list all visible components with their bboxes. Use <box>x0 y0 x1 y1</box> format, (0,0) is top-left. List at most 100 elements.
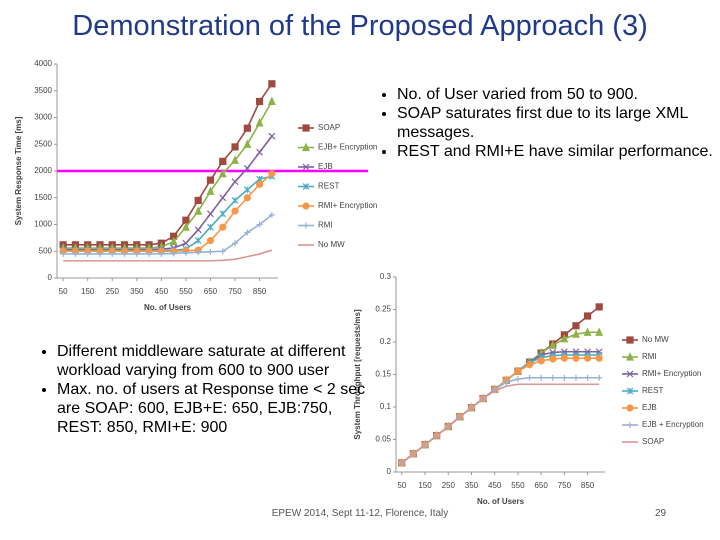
x-tick-label: 850 <box>253 287 267 296</box>
x-axis-label: No. of Users <box>477 497 525 506</box>
marker <box>596 374 603 381</box>
marker <box>548 340 557 349</box>
y-tick-label: 1500 <box>34 193 52 202</box>
marker <box>572 374 579 381</box>
marker <box>231 178 239 186</box>
marker <box>549 374 556 381</box>
slide-title: Demonstration of the Proposed Approach (… <box>72 10 648 42</box>
legend-label: RMI <box>642 352 657 361</box>
marker <box>60 250 67 257</box>
legend-label: EJB <box>642 403 657 412</box>
marker <box>72 250 79 257</box>
x-tick-label: 350 <box>130 287 144 296</box>
marker <box>219 210 227 218</box>
marker <box>244 229 251 236</box>
y-tick-label: 3000 <box>34 113 52 122</box>
legend-marker <box>626 370 634 378</box>
legend-marker <box>302 163 310 171</box>
marker <box>231 143 239 151</box>
marker <box>583 327 592 336</box>
marker <box>243 124 251 132</box>
x-tick-label: 250 <box>442 481 456 490</box>
legend-label: EJB+ Encryption <box>318 143 377 152</box>
marker <box>560 354 568 362</box>
y-axis-label: System Response Time [ms] <box>14 116 23 225</box>
x-tick-label: 150 <box>418 481 432 490</box>
series-line <box>63 249 273 262</box>
marker <box>572 354 580 362</box>
marker <box>206 176 215 184</box>
bullet: SOAP saturates first due to its large XM… <box>397 104 720 142</box>
marker <box>268 211 275 218</box>
x-tick-label: 550 <box>179 287 193 296</box>
marker <box>255 180 264 188</box>
marker <box>182 239 190 247</box>
bullet: Max. no. of users at Response time < 2 s… <box>57 380 367 437</box>
marker <box>219 194 227 202</box>
marker <box>232 240 239 247</box>
marker <box>146 250 153 257</box>
series-line <box>401 357 600 464</box>
y-tick-label: 500 <box>39 246 53 255</box>
footer: EPEW 2014, Sept 11-12, Florence, Italy <box>271 508 449 519</box>
y-tick-label: 0.05 <box>375 435 391 444</box>
series-line <box>401 350 600 464</box>
marker <box>194 237 202 244</box>
marker <box>231 155 239 164</box>
marker <box>194 206 203 215</box>
marker <box>206 236 215 245</box>
x-tick-label: 450 <box>488 481 502 490</box>
marker <box>595 327 604 336</box>
marker <box>584 374 591 381</box>
series-line <box>63 83 273 246</box>
legend-marker <box>302 142 310 152</box>
marker <box>560 333 569 343</box>
marker <box>267 96 276 106</box>
marker <box>181 222 190 231</box>
bullets-bottom: Different middleware saturate at differe… <box>35 342 367 437</box>
marker <box>96 250 103 257</box>
x-tick-label: 250 <box>106 287 120 296</box>
legend-marker <box>626 336 634 344</box>
marker <box>256 221 263 228</box>
y-tick-label: 0.2 <box>380 337 392 346</box>
y-tick-label: 0 <box>387 467 392 476</box>
marker <box>169 236 178 246</box>
marker <box>182 249 189 256</box>
marker <box>514 376 521 383</box>
marker <box>572 329 580 338</box>
y-tick-label: 2500 <box>34 139 52 148</box>
marker <box>595 354 603 362</box>
marker <box>538 374 545 381</box>
legend-label: SOAP <box>642 437 664 446</box>
series-line <box>401 376 600 464</box>
legend-label: REST <box>318 182 339 191</box>
marker <box>243 194 251 202</box>
marker <box>268 132 276 140</box>
bullets-top: No. of User varied from 50 to 900.SOAP s… <box>375 85 720 161</box>
y-tick-label: 1000 <box>34 220 52 229</box>
marker <box>595 303 603 311</box>
marker <box>255 117 264 127</box>
marker <box>170 250 177 257</box>
marker <box>194 226 202 234</box>
marker <box>583 354 592 362</box>
x-tick-label: 550 <box>511 481 525 490</box>
marker <box>219 157 227 165</box>
legend-marker <box>626 387 634 395</box>
marker <box>231 207 239 215</box>
legend-marker <box>627 422 633 428</box>
x-tick-label: 750 <box>558 481 572 490</box>
legend-label: REST <box>642 386 663 395</box>
x-tick-label: 850 <box>581 481 595 490</box>
marker <box>583 312 592 320</box>
marker <box>133 250 140 257</box>
legend-label: RMI+ Encryption <box>642 369 701 378</box>
legend-marker <box>302 183 310 190</box>
marker <box>84 250 91 257</box>
marker <box>503 379 510 386</box>
y-tick-label: 0.1 <box>380 402 392 411</box>
marker <box>109 250 116 257</box>
marker <box>243 186 251 194</box>
